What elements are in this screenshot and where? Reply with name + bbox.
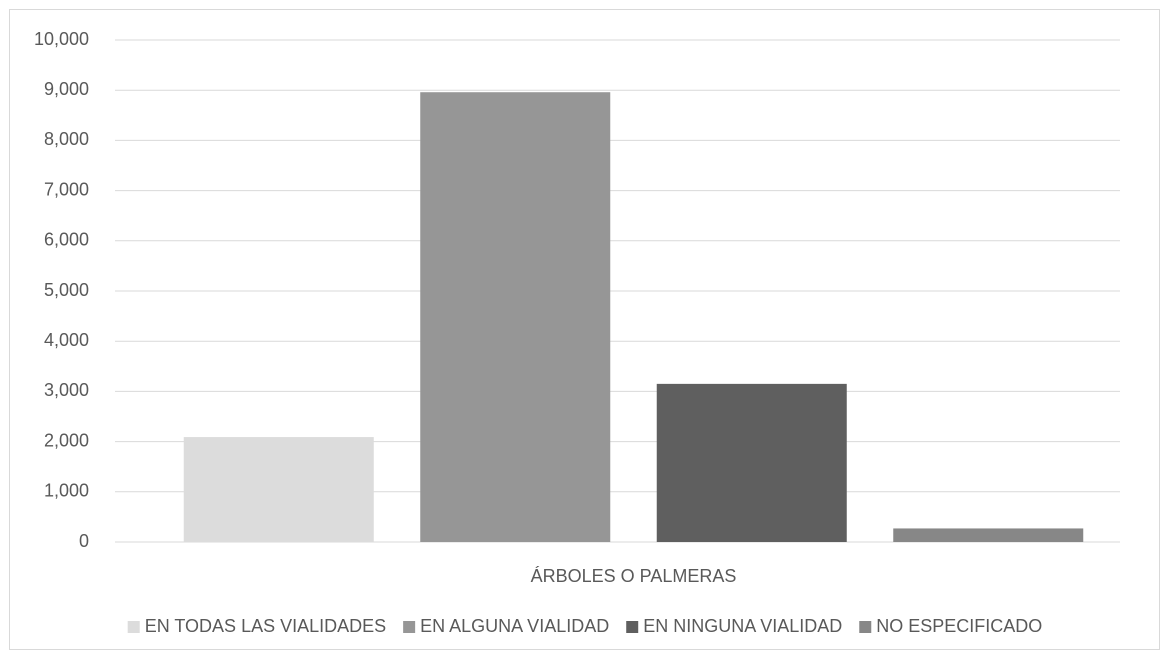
legend-swatch — [626, 621, 639, 633]
bar — [420, 92, 611, 542]
legend-label: EN NINGUNA VIALIDAD — [643, 616, 842, 636]
legend: EN TODAS LAS VIALIDADES EN ALGUNA VIALIDA… — [127, 616, 1042, 636]
x-tick-label: ÁRBOLES O PALMERAS — [531, 566, 737, 586]
legend-swatch — [403, 621, 416, 633]
y-tick-label: 4,000 — [44, 330, 89, 350]
bar — [183, 437, 374, 542]
y-tick-label: 2,000 — [44, 430, 89, 450]
y-tick-label: 3,000 — [44, 380, 89, 400]
y-tick-label: 0 — [79, 531, 89, 551]
y-tick-label: 10,000 — [34, 29, 89, 49]
legend-swatch — [859, 621, 872, 633]
bar — [656, 383, 847, 542]
legend-label: NO ESPECIFICADO — [876, 616, 1042, 636]
y-tick-label: 8,000 — [44, 129, 89, 149]
y-tick-label: 7,000 — [44, 179, 89, 199]
legend-swatch — [127, 621, 140, 633]
legend-label: EN ALGUNA VIALIDAD — [420, 616, 609, 636]
bar — [893, 528, 1084, 542]
y-tick-label: 6,000 — [44, 230, 89, 250]
legend-label: EN TODAS LAS VIALIDADES — [145, 616, 386, 636]
y-tick-label: 1,000 — [44, 481, 89, 501]
y-tick-label: 5,000 — [44, 280, 89, 300]
y-tick-label: 9,000 — [44, 79, 89, 99]
